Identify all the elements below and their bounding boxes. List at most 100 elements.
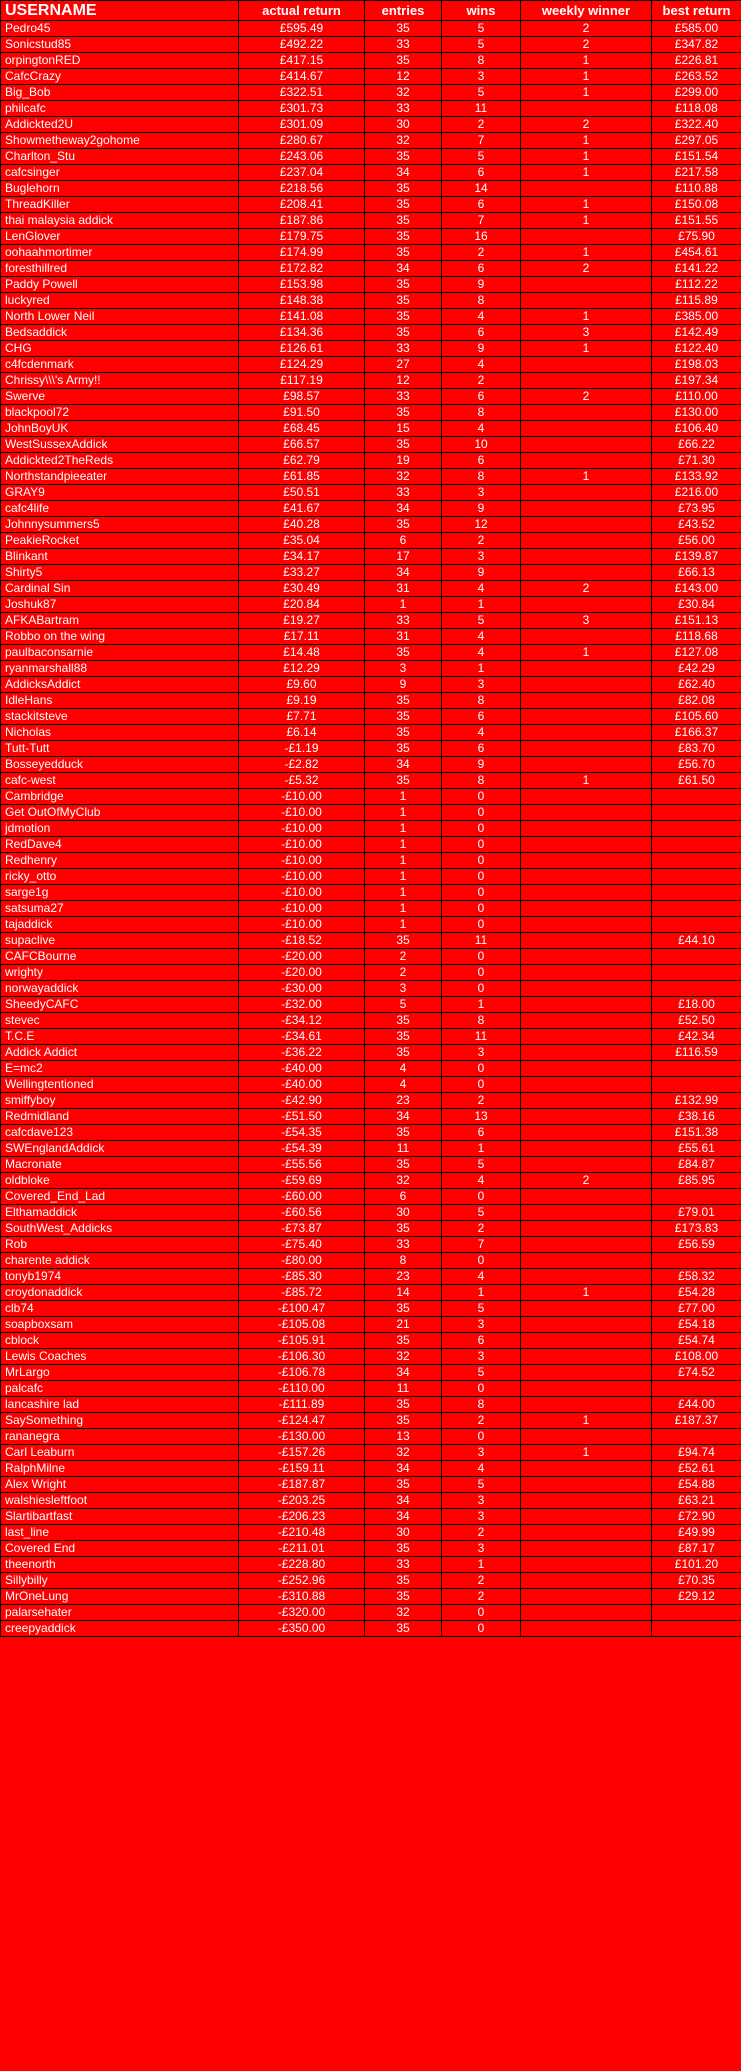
column-header-wins[interactable]: wins [441,0,521,21]
table-row[interactable]: Blinkant £34.17 17 3 £139.87 [0,548,741,565]
table-row[interactable]: Elthamaddick -£60.56 30 5 £79.01 [0,1204,741,1221]
table-row[interactable]: Swerve £98.57 33 6 2 £110.00 [0,388,741,405]
table-row[interactable]: IdleHans £9.19 35 8 £82.08 [0,692,741,709]
table-row[interactable]: Paddy Powell £153.98 35 9 £112.22 [0,276,741,293]
table-row[interactable]: jdmotion -£10.00 1 0 [0,820,741,837]
table-row[interactable]: Sonicstud85 £492.22 33 5 2 £347.82 [0,36,741,53]
table-row[interactable]: GRAY9 £50.51 33 3 £216.00 [0,484,741,501]
table-row[interactable]: palcafc -£110.00 11 0 [0,1380,741,1397]
table-row[interactable]: ryanmarshall88 £12.29 3 1 £42.29 [0,660,741,677]
table-row[interactable]: lancashire lad -£111.89 35 8 £44.00 [0,1396,741,1413]
table-row[interactable]: Pedro45 £595.49 35 5 2 £585.00 [0,20,741,37]
table-row[interactable]: Joshuk87 £20.84 1 1 £30.84 [0,596,741,613]
table-row[interactable]: oohaahmortimer £174.99 35 2 1 £454.61 [0,244,741,261]
table-row[interactable]: last_line -£210.48 30 2 £49.99 [0,1524,741,1541]
table-row[interactable]: ricky_otto -£10.00 1 0 [0,868,741,885]
table-row[interactable]: philcafc £301.73 33 11 £118.08 [0,100,741,117]
table-row[interactable]: AddicksAddict £9.60 9 3 £62.40 [0,676,741,693]
table-row[interactable]: palarsehater -£320.00 32 0 [0,1604,741,1621]
table-row[interactable]: tonyb1974 -£85.30 23 4 £58.32 [0,1268,741,1285]
table-row[interactable]: MrLargo -£106.78 34 5 £74.52 [0,1364,741,1381]
table-row[interactable]: cafc-west -£5.32 35 8 1 £61.50 [0,772,741,789]
table-row[interactable]: supaclive -£18.52 35 11 £44.10 [0,932,741,949]
table-row[interactable]: Lewis Coaches -£106.30 32 3 £108.00 [0,1348,741,1365]
table-row[interactable]: Sillybilly -£252.96 35 2 £70.35 [0,1572,741,1589]
table-row[interactable]: Get OutOfMyClub -£10.00 1 0 [0,804,741,821]
table-row[interactable]: RalphMilne -£159.11 34 4 £52.61 [0,1460,741,1477]
table-row[interactable]: Macronate -£55.56 35 5 £84.87 [0,1156,741,1173]
table-row[interactable]: Redmidland -£51.50 34 13 £38.16 [0,1108,741,1125]
table-row[interactable]: North Lower Neil £141.08 35 4 1 £385.00 [0,308,741,325]
table-row[interactable]: Addickted2U £301.09 30 2 2 £322.40 [0,116,741,133]
table-row[interactable]: c4fcdenmark £124.29 27 4 £198.03 [0,356,741,373]
table-row[interactable]: Rob -£75.40 33 7 £56.59 [0,1236,741,1253]
table-row[interactable]: T.C.E -£34.61 35 11 £42.34 [0,1028,741,1045]
table-row[interactable]: Wellingtentioned -£40.00 4 0 [0,1076,741,1093]
table-row[interactable]: cafc4life £41.67 34 9 £73.95 [0,500,741,517]
table-row[interactable]: stackitsteve £7.71 35 6 £105.60 [0,708,741,725]
table-row[interactable]: Slartibartfast -£206.23 34 3 £72.90 [0,1508,741,1525]
table-row[interactable]: SaySomething -£124.47 35 2 1 £187.37 [0,1412,741,1429]
table-row[interactable]: Big_Bob £322.51 32 5 1 £299.00 [0,84,741,101]
table-row[interactable]: Chrissy\\\'s Army!! £117.19 12 2 £197.34 [0,372,741,389]
table-row[interactable]: Nicholas £6.14 35 4 £166.37 [0,724,741,741]
table-row[interactable]: tajaddick -£10.00 1 0 [0,916,741,933]
table-row[interactable]: Showmetheway2gohome £280.67 32 7 1 £297.05 [0,132,741,149]
table-row[interactable]: wrighty -£20.00 2 0 [0,964,741,981]
table-row[interactable]: SouthWest_Addicks -£73.87 35 2 £173.83 [0,1220,741,1237]
table-row[interactable]: Addick Addict -£36.22 35 3 £116.59 [0,1044,741,1061]
table-row[interactable]: SWEnglandAddick -£54.39 11 1 £55.61 [0,1140,741,1157]
table-row[interactable]: creepyaddick -£350.00 35 0 [0,1620,741,1637]
table-row[interactable]: PeakieRocket £35.04 6 2 £56.00 [0,532,741,549]
table-row[interactable]: blackpool72 £91.50 35 8 £130.00 [0,404,741,421]
table-row[interactable]: soapboxsam -£105.08 21 3 £54.18 [0,1316,741,1333]
table-row[interactable]: Charlton_Stu £243.06 35 5 1 £151.54 [0,148,741,165]
table-row[interactable]: JohnBoyUK £68.45 15 4 £106.40 [0,420,741,437]
table-row[interactable]: Bedsaddick £134.36 35 6 3 £142.49 [0,324,741,341]
table-row[interactable]: foresthillred £172.82 34 6 2 £141.22 [0,260,741,277]
table-row[interactable]: cblock -£105.91 35 6 £54.74 [0,1332,741,1349]
table-row[interactable]: CHG £126.61 33 9 1 £122.40 [0,340,741,357]
table-row[interactable]: Alex Wright -£187.87 35 5 £54.88 [0,1476,741,1493]
table-row[interactable]: Covered_End_Lad -£60.00 6 0 [0,1188,741,1205]
table-row[interactable]: charente addick -£80.00 8 0 [0,1252,741,1269]
table-row[interactable]: Cardinal Sin £30.49 31 4 2 £143.00 [0,580,741,597]
table-row[interactable]: ThreadKiller £208.41 35 6 1 £150.08 [0,196,741,213]
column-header-actual-return[interactable]: actual return [238,0,365,21]
table-row[interactable]: Tutt-Tutt -£1.19 35 6 £83.70 [0,740,741,757]
table-row[interactable]: cafcsinger £237.04 34 6 1 £217.58 [0,164,741,181]
table-row[interactable]: satsuma27 -£10.00 1 0 [0,900,741,917]
column-header-username[interactable]: USERNAME [0,0,239,21]
table-row[interactable]: croydonaddick -£85.72 14 1 1 £54.28 [0,1284,741,1301]
table-row[interactable]: Johnnysummers5 £40.28 35 12 £43.52 [0,516,741,533]
column-header-best-return[interactable]: best return [651,0,741,21]
table-row[interactable]: Covered End -£211.01 35 3 £87.17 [0,1540,741,1557]
table-row[interactable]: Northstandpieeater £61.85 32 8 1 £133.92 [0,468,741,485]
column-header-entries[interactable]: entries [364,0,442,21]
table-row[interactable]: cafcdave123 -£54.35 35 6 £151.38 [0,1124,741,1141]
table-row[interactable]: thai malaysia addick £187.86 35 7 1 £151.55 [0,212,741,229]
table-row[interactable]: rananegra -£130.00 13 0 [0,1428,741,1445]
table-row[interactable]: SheedyCAFC -£32.00 5 1 £18.00 [0,996,741,1013]
table-row[interactable]: luckyred £148.38 35 8 £115.89 [0,292,741,309]
table-row[interactable]: MrOneLung -£310.88 35 2 £29.12 [0,1588,741,1605]
table-row[interactable]: Buglehorn £218.56 35 14 £110.88 [0,180,741,197]
table-row[interactable]: walshiesleftfoot -£203.25 34 3 £63.21 [0,1492,741,1509]
table-row[interactable]: RedDave4 -£10.00 1 0 [0,836,741,853]
table-row[interactable]: stevec -£34.12 35 8 £52.50 [0,1012,741,1029]
table-row[interactable]: Addickted2TheReds £62.79 19 6 £71.30 [0,452,741,469]
table-row[interactable]: norwayaddick -£30.00 3 0 [0,980,741,997]
table-row[interactable]: Cambridge -£10.00 1 0 [0,788,741,805]
column-header-weekly-winner[interactable]: weekly winner [520,0,652,21]
table-row[interactable]: Robbo on the wing £17.11 31 4 £118.68 [0,628,741,645]
table-row[interactable]: E=mc2 -£40.00 4 0 [0,1060,741,1077]
table-row[interactable]: oldbloke -£59.69 32 4 2 £85.95 [0,1172,741,1189]
table-row[interactable]: LenGlover £179.75 35 16 £75.90 [0,228,741,245]
table-row[interactable]: WestSussexAddick £66.57 35 10 £66.22 [0,436,741,453]
table-row[interactable]: orpingtonRED £417.15 35 8 1 £226.81 [0,52,741,69]
table-row[interactable]: Shirty5 £33.27 34 9 £66.13 [0,564,741,581]
table-row[interactable]: CafcCrazy £414.67 12 3 1 £263.52 [0,68,741,85]
table-row[interactable]: Carl Leaburn -£157.26 32 3 1 £94.74 [0,1444,741,1461]
table-row[interactable]: sarge1g -£10.00 1 0 [0,884,741,901]
table-row[interactable]: smiffyboy -£42.90 23 2 £132.99 [0,1092,741,1109]
